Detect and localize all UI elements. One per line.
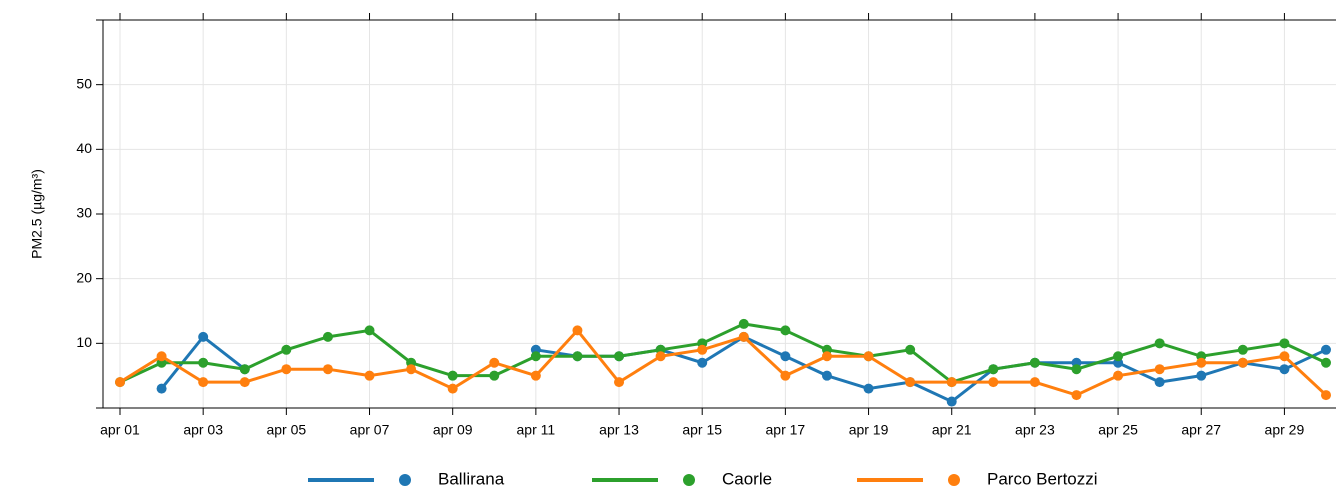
- point: [614, 377, 625, 388]
- point: [738, 318, 749, 329]
- point: [614, 351, 625, 362]
- point: [946, 396, 957, 407]
- y-tick-label: 20: [76, 269, 92, 285]
- point: [655, 351, 666, 362]
- point: [863, 383, 874, 394]
- point: [905, 377, 916, 388]
- x-tick-label: apr 03: [183, 422, 223, 438]
- point: [1029, 357, 1040, 368]
- legend-label: Parco Bertozzi: [987, 469, 1098, 488]
- point: [530, 351, 541, 362]
- point: [1279, 338, 1290, 349]
- point: [322, 331, 333, 342]
- point: [863, 351, 874, 362]
- point: [1029, 377, 1040, 388]
- point: [1113, 370, 1124, 381]
- point: [697, 344, 708, 355]
- point: [239, 377, 250, 388]
- x-tick-label: apr 07: [350, 422, 390, 438]
- legend-label: Ballirana: [438, 469, 505, 488]
- point: [1071, 390, 1082, 401]
- point: [530, 370, 541, 381]
- x-tick-label: apr 11: [517, 422, 556, 438]
- point: [821, 351, 832, 362]
- point: [281, 344, 292, 355]
- point: [239, 364, 250, 375]
- point: [572, 351, 583, 362]
- point: [780, 325, 791, 336]
- point: [198, 377, 209, 388]
- point: [364, 370, 375, 381]
- point: [780, 351, 791, 362]
- point: [198, 331, 209, 342]
- point: [821, 370, 832, 381]
- point: [1154, 338, 1165, 349]
- point: [406, 364, 417, 375]
- point: [988, 364, 999, 375]
- point: [697, 357, 708, 368]
- point: [1279, 351, 1290, 362]
- point: [322, 364, 333, 375]
- x-tick-label: apr 05: [266, 422, 306, 438]
- point: [198, 357, 209, 368]
- point: [1237, 357, 1248, 368]
- y-axis-label: PM2.5 (µg/m³): [29, 169, 45, 259]
- x-tick-label: apr 29: [1265, 422, 1305, 438]
- point: [1196, 370, 1207, 381]
- x-tick-label: apr 25: [1098, 422, 1138, 438]
- series-line: [119, 328, 1328, 397]
- y-tick-label: 40: [76, 140, 92, 156]
- point: [115, 377, 125, 388]
- x-tick-label: apr 09: [433, 422, 473, 438]
- point: [1154, 364, 1165, 375]
- point: [281, 364, 292, 375]
- point: [572, 325, 583, 336]
- point: [905, 344, 916, 355]
- y-tick-label: 50: [76, 75, 92, 91]
- point: [1279, 364, 1290, 375]
- point: [489, 357, 500, 368]
- point: [489, 370, 500, 381]
- x-tick-label: apr 13: [599, 422, 639, 438]
- point: [447, 383, 458, 394]
- point: [1237, 344, 1248, 355]
- legend-marker: [683, 474, 695, 486]
- point: [738, 331, 749, 342]
- y-tick-label: 30: [76, 205, 92, 221]
- x-tick-label: apr 15: [682, 422, 722, 438]
- point: [988, 377, 999, 388]
- x-tick-label: apr 01: [100, 422, 140, 438]
- point: [447, 370, 458, 381]
- x-tick-label: apr 17: [766, 422, 806, 438]
- point: [1321, 344, 1331, 355]
- point: [156, 351, 167, 362]
- point: [1071, 364, 1082, 375]
- point: [156, 383, 167, 394]
- legend-marker: [948, 474, 960, 486]
- legend-label: Caorle: [722, 469, 772, 488]
- point: [1154, 377, 1165, 388]
- point: [1113, 351, 1124, 362]
- x-tick-label: apr 19: [849, 422, 889, 438]
- point: [1321, 357, 1331, 368]
- point: [364, 325, 375, 336]
- point: [780, 370, 791, 381]
- x-tick-label: apr 21: [932, 422, 972, 438]
- point: [1196, 357, 1207, 368]
- x-tick-label: apr 27: [1181, 422, 1221, 438]
- y-tick-label: 10: [76, 334, 92, 350]
- legend-marker: [399, 474, 411, 486]
- x-tick-label: apr 23: [1015, 422, 1055, 438]
- point: [946, 377, 957, 388]
- series-line: [119, 322, 1327, 384]
- point: [1321, 390, 1331, 401]
